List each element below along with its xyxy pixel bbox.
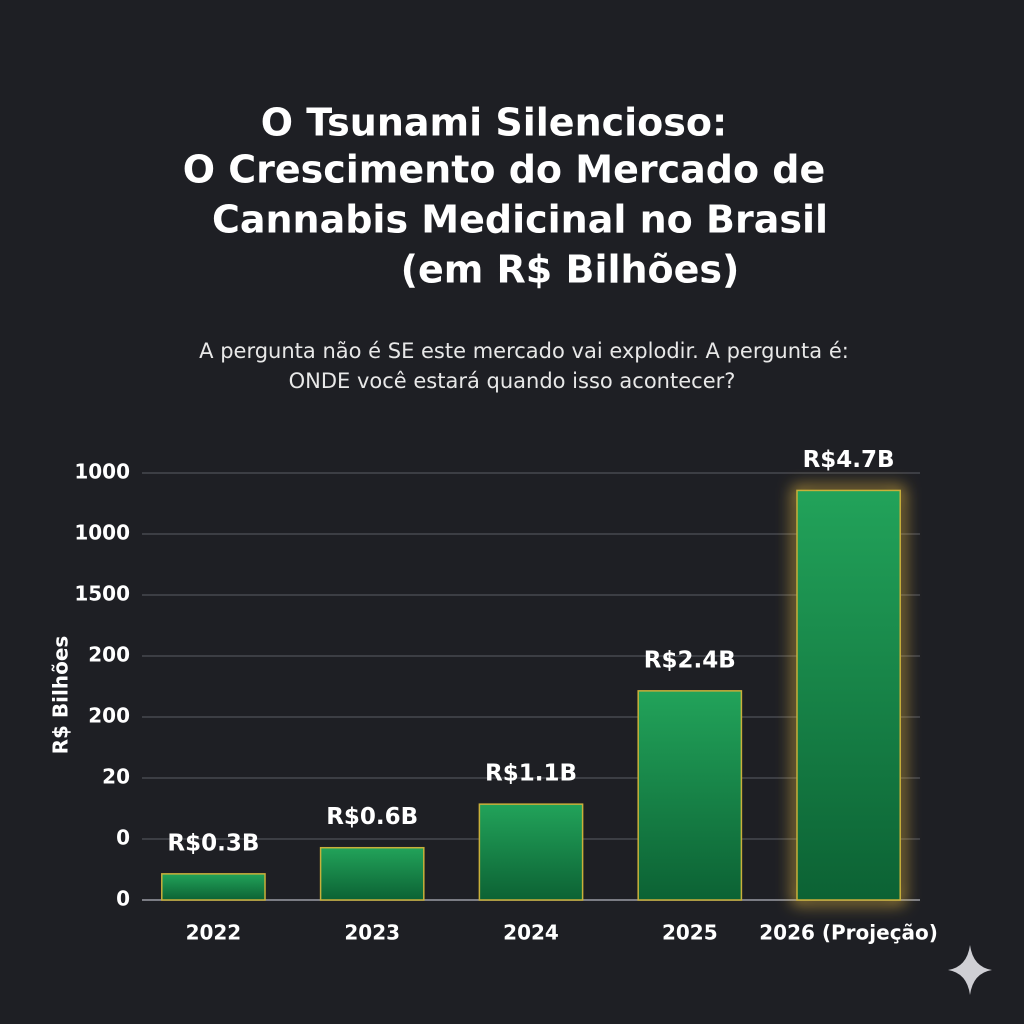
subtitle: ONDE você estará quando isso acontecer? — [289, 369, 736, 393]
y-tick-label: 20 — [102, 765, 130, 789]
y-tick-label: 1000 — [74, 521, 130, 545]
y-tick-label: 200 — [88, 643, 130, 667]
x-tick-label: 2022 — [186, 921, 242, 945]
bar — [796, 489, 901, 901]
chart-title: Cannabis Medicinal no Brasil — [212, 198, 828, 242]
x-tick-label: 2023 — [344, 921, 400, 945]
y-tick-label: 1000 — [74, 460, 130, 484]
y-tick-label: 1500 — [74, 582, 130, 606]
subtitle: A pergunta não é SE este mercado vai exp… — [199, 339, 849, 363]
sparkle-icon — [948, 945, 992, 995]
value-label: R$0.6B — [326, 804, 418, 830]
value-label: R$4.7B — [803, 447, 895, 473]
bar — [478, 803, 584, 901]
y-axis-label: R$ Bilhões — [49, 636, 73, 755]
chart-title: O Tsunami Silencioso: — [261, 101, 727, 145]
x-tick-label: 2025 — [662, 921, 718, 945]
y-tick-label: 0 — [116, 826, 130, 850]
y-tick-label: 0 — [116, 887, 130, 911]
x-tick-label: 2024 — [503, 921, 559, 945]
y-tick-label: 200 — [88, 704, 130, 728]
value-label: R$2.4B — [644, 647, 736, 673]
chart-title: O Crescimento do Mercado de — [183, 148, 826, 192]
bar — [319, 846, 425, 901]
chart-title: (em R$ Bilhões) — [401, 248, 740, 292]
bar — [161, 873, 266, 901]
value-label: R$1.1B — [485, 761, 577, 787]
bar — [637, 690, 743, 901]
value-label: R$0.3B — [167, 830, 259, 856]
x-tick-label: 2026 (Projeção) — [759, 921, 938, 945]
